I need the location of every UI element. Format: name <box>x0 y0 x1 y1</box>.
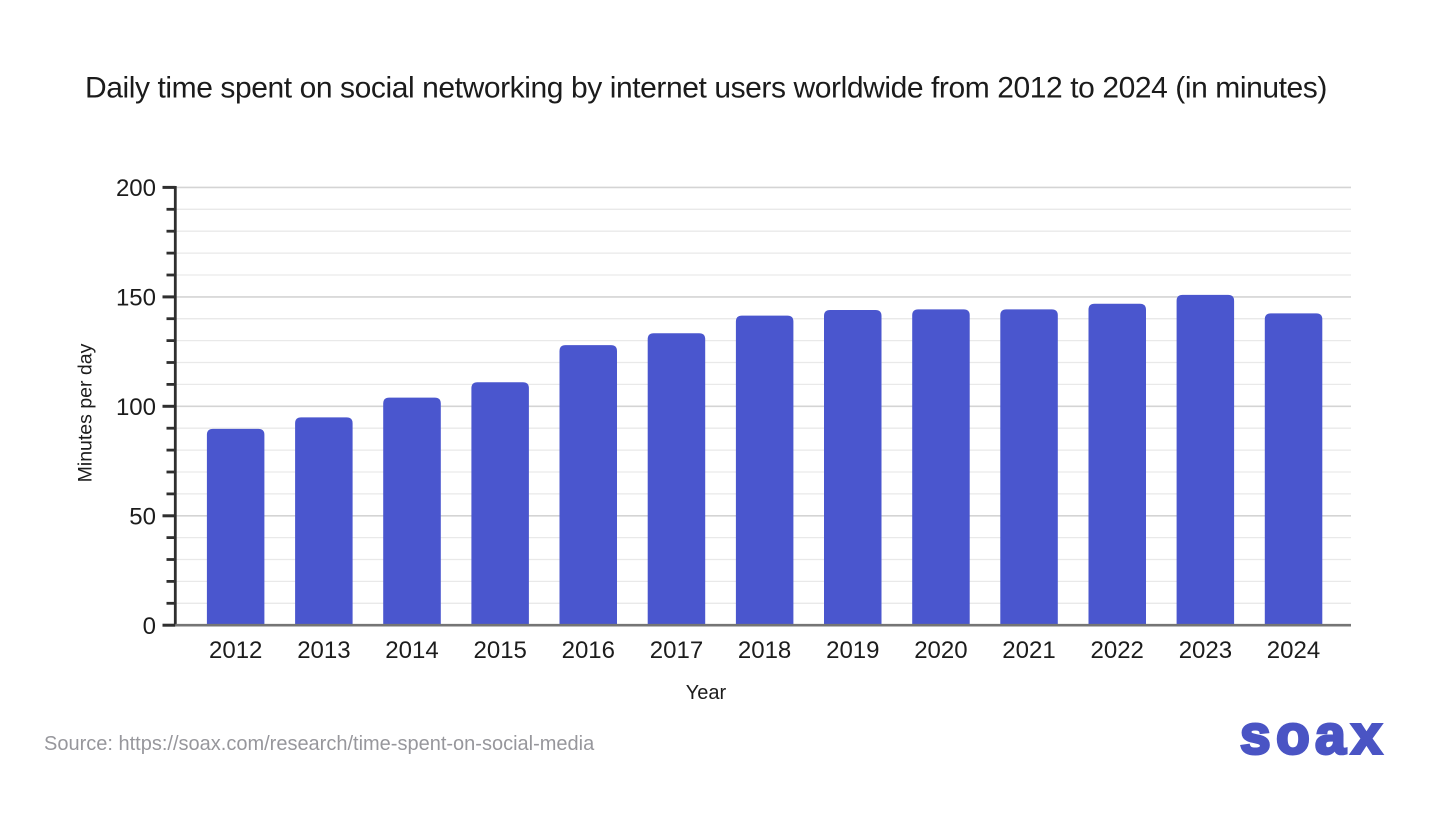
svg-text:50: 50 <box>129 504 156 531</box>
svg-text:Minutes per day: Minutes per day <box>75 343 97 482</box>
svg-text:2015: 2015 <box>474 637 527 664</box>
svg-text:2013: 2013 <box>297 637 350 664</box>
svg-text:Year: Year <box>686 682 727 704</box>
svg-text:100: 100 <box>116 394 156 421</box>
svg-text:2022: 2022 <box>1091 637 1144 664</box>
svg-text:Daily time spent on social net: Daily time spent on social networking by… <box>85 72 1327 105</box>
svg-text:2014: 2014 <box>385 637 438 664</box>
svg-text:Source: https://soax.com/resea: Source: https://soax.com/research/time-s… <box>44 733 595 755</box>
svg-text:2019: 2019 <box>826 637 879 664</box>
svg-text:0: 0 <box>143 613 156 640</box>
svg-text:2017: 2017 <box>650 637 703 664</box>
svg-text:2016: 2016 <box>562 637 615 664</box>
svg-text:2024: 2024 <box>1267 637 1320 664</box>
svg-text:2012: 2012 <box>209 637 262 664</box>
svg-text:2023: 2023 <box>1179 637 1232 664</box>
svg-text:150: 150 <box>116 285 156 312</box>
svg-text:200: 200 <box>116 175 156 202</box>
svg-text:2018: 2018 <box>738 637 791 664</box>
svg-text:2021: 2021 <box>1002 637 1055 664</box>
svg-text:soax: soax <box>1240 704 1387 766</box>
svg-text:2020: 2020 <box>914 637 967 664</box>
